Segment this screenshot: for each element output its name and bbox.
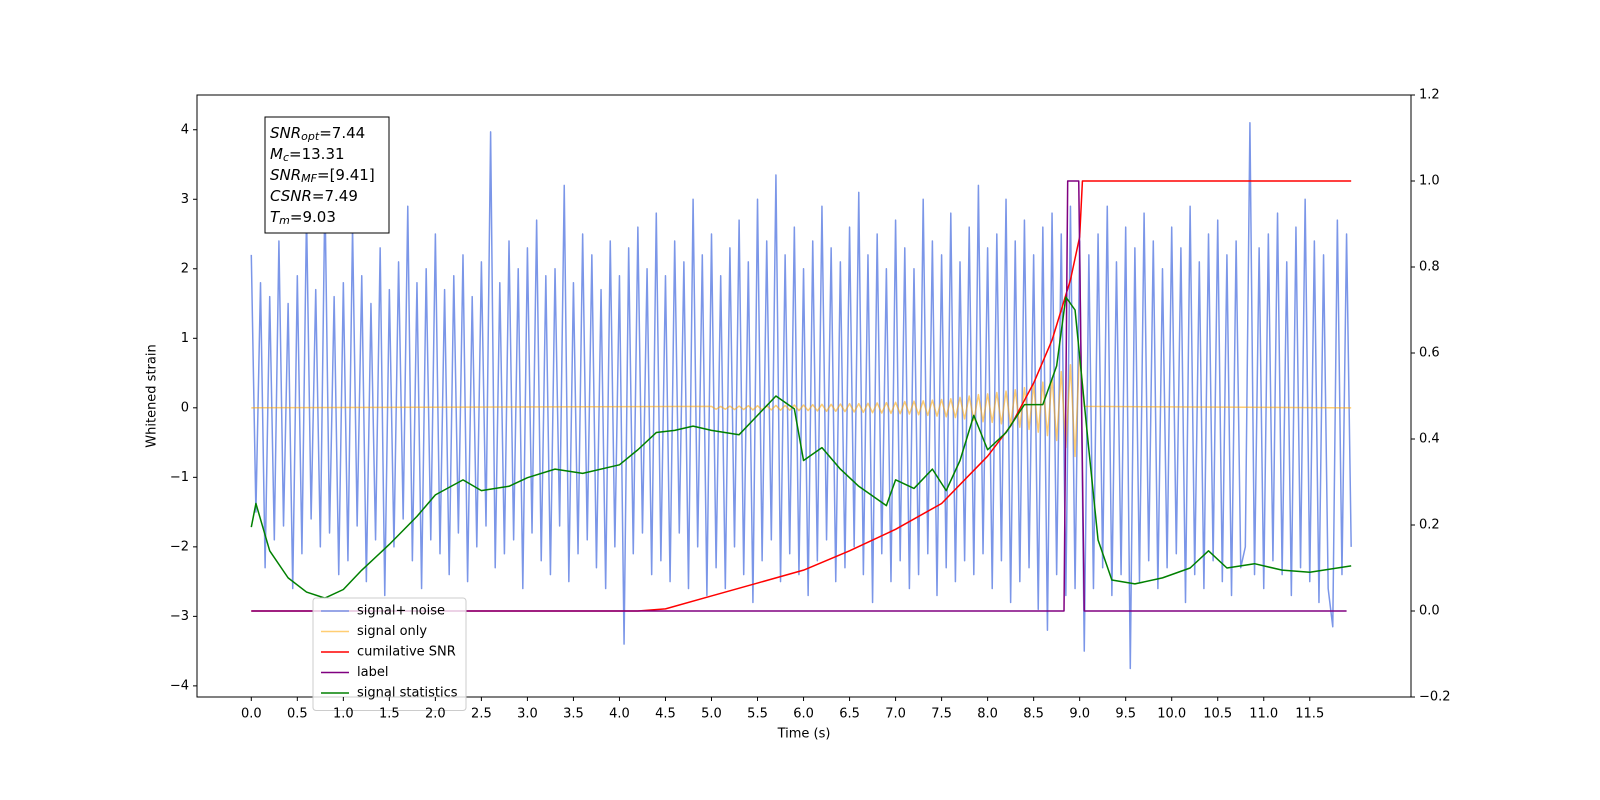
annotation-line: Tm=9.03 xyxy=(270,208,336,228)
x-tick-label: 3.5 xyxy=(563,707,584,722)
x-tick-label: 2.5 xyxy=(471,707,492,722)
legend: signal+ noise signal only cumilative SNR la… xyxy=(312,597,467,711)
y2-tick-label: 1.0 xyxy=(1419,174,1440,189)
annotation-value: =7.44 xyxy=(319,124,365,142)
x-tick-label: 1.0 xyxy=(333,707,354,722)
series-line xyxy=(251,180,1347,612)
x-tick-label: 11.5 xyxy=(1295,707,1324,722)
legend-label: cumilative SNR xyxy=(357,645,456,660)
annotation-subscript: opt xyxy=(301,130,320,143)
legend-label: signal+ noise xyxy=(357,604,445,619)
y2-tick-label: 1.2 xyxy=(1419,88,1440,103)
x-axis-label: Time (s) xyxy=(777,727,831,742)
y-tick-label: 3 xyxy=(181,192,189,207)
x-tick-label: 5.0 xyxy=(701,707,722,722)
annotation-subscript: m xyxy=(279,214,290,227)
x-tick-label: 4.5 xyxy=(655,707,676,722)
y-tick-label: 4 xyxy=(181,122,189,137)
annotation-value: =13.31 xyxy=(289,145,345,163)
annotation-symbol: SNR xyxy=(270,166,301,184)
legend-label: signal only xyxy=(357,624,427,639)
annotation-value: =7.49 xyxy=(312,187,358,205)
x-tick-label: 10.5 xyxy=(1203,707,1232,722)
x-tick-label: 4.0 xyxy=(609,707,630,722)
y-tick-label: −3 xyxy=(170,609,189,624)
x-tick-label: 9.0 xyxy=(1069,707,1090,722)
legend-frame xyxy=(312,597,467,711)
annotation-symbol: T xyxy=(270,208,281,226)
annotation-box: SNRopt=7.44Mc=13.31SNRMF=[9.41]CSNR=7.49… xyxy=(264,116,390,234)
x-tick-label: 11.0 xyxy=(1249,707,1278,722)
y2-tick-label: 0.4 xyxy=(1419,432,1440,447)
annotation-symbol: SNR xyxy=(270,124,301,142)
x-tick-label: 1.5 xyxy=(379,707,400,722)
legend-label: label xyxy=(357,665,388,680)
x-tick-label: 3.0 xyxy=(517,707,538,722)
x-tick-label: 7.0 xyxy=(885,707,906,722)
annotation-line: CSNR=7.49 xyxy=(270,187,358,205)
x-tick-label: 2.0 xyxy=(425,707,446,722)
y-tick-label: −4 xyxy=(170,678,189,693)
x-tick-label: 0.0 xyxy=(241,707,262,722)
series-line xyxy=(250,296,1352,599)
annotation-line: Mc=13.31 xyxy=(270,145,345,165)
x-tick-label: 6.5 xyxy=(839,707,860,722)
y2-tick-label: 0.0 xyxy=(1419,604,1440,619)
y2-tick-label: 0.8 xyxy=(1419,260,1440,275)
y-axis-label: Whitened strain xyxy=(145,344,160,447)
x-tick-label: 0.5 xyxy=(287,707,308,722)
y2-tick-label: 0.2 xyxy=(1419,518,1440,533)
x-tick-label: 5.5 xyxy=(747,707,768,722)
x-tick-label: 10.0 xyxy=(1157,707,1186,722)
annotation-subscript: c xyxy=(283,151,289,164)
annotation-line: SNRopt=7.44 xyxy=(270,124,365,144)
x-tick-label: 7.5 xyxy=(931,707,952,722)
x-tick-label: 6.0 xyxy=(793,707,814,722)
y-tick-label: −1 xyxy=(170,470,189,485)
annotation-value: =9.03 xyxy=(290,208,336,226)
annotation-value: =[9.41] xyxy=(317,166,375,184)
annotation-symbol: M xyxy=(270,145,283,163)
series-line xyxy=(251,180,1352,612)
series-line xyxy=(251,351,1352,458)
x-tick-label: 8.0 xyxy=(977,707,998,722)
y2-tick-label: 0.6 xyxy=(1419,346,1440,361)
plot-area xyxy=(250,122,1352,670)
y-tick-label: 2 xyxy=(181,261,189,276)
annotation-subscript: MF xyxy=(301,172,317,185)
annotation-line: SNRMF=[9.41] xyxy=(270,166,375,186)
y-tick-label: 1 xyxy=(181,331,189,346)
annotation-frame xyxy=(264,116,390,234)
series-line xyxy=(250,122,1352,670)
y2-tick-label: −0.2 xyxy=(1419,690,1451,705)
x-tick-label: 9.5 xyxy=(1115,707,1136,722)
annotation-symbol: CSNR xyxy=(270,187,312,205)
legend-label: signal statistics xyxy=(357,686,458,701)
y-tick-label: −2 xyxy=(170,539,189,554)
x-tick-label: 8.5 xyxy=(1023,707,1044,722)
y-tick-label: 0 xyxy=(181,400,189,415)
